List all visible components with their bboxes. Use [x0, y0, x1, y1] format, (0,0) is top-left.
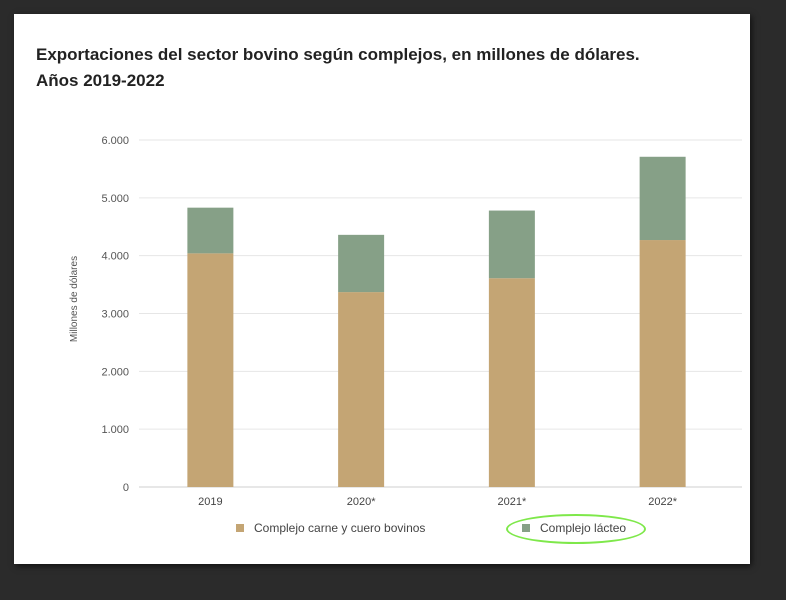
y-tick-label: 4.000 [101, 251, 129, 263]
chart-title-line2: Años 2019-2022 [36, 71, 165, 90]
bar-lacteo-2 [488, 210, 535, 279]
y-tick-label: 6.000 [101, 135, 129, 147]
chart-title-line1: Exportaciones del sector bovino según co… [36, 45, 640, 64]
y-tick-labels: 0 1.000 2.000 3.000 4.000 5.000 6.000 [101, 135, 129, 494]
bar-lacteo-0 [187, 207, 234, 254]
bars [187, 156, 686, 487]
bar-carne-3 [639, 240, 686, 487]
legend-label-carne: Complejo carne y cuero bovinos [254, 521, 426, 535]
legend-highlight-circle [506, 514, 646, 544]
y-tick-label: 0 [123, 482, 129, 494]
chart-title: Exportaciones del sector bovino según co… [36, 42, 716, 94]
stacked-bar-chart: 0 1.000 2.000 3.000 4.000 5.000 6.000 2019 2020… [69, 135, 742, 508]
legend-swatch-carne [236, 524, 244, 532]
y-axis-label: Millones de dólares [69, 256, 80, 342]
y-tick-label: 1.000 [101, 424, 129, 436]
x-tick-label: 2020* [347, 496, 376, 508]
bar-lacteo-1 [338, 234, 385, 293]
y-tick-label: 5.000 [101, 193, 129, 205]
x-tick-label: 2019 [198, 496, 222, 508]
x-tick-label: 2022* [648, 496, 677, 508]
legend-item-carne: Complejo carne y cuero bovinos [236, 518, 425, 538]
x-tick-label: 2021* [497, 496, 526, 508]
chart-card: Exportaciones del sector bovino según co… [14, 14, 750, 564]
x-tick-labels: 2019 2020* 2021* 2022* [198, 496, 678, 508]
bar-carne-1 [338, 292, 385, 487]
bar-carne-0 [187, 253, 234, 487]
bar-carne-2 [488, 278, 535, 487]
y-tick-label: 3.000 [101, 309, 129, 321]
y-tick-label: 2.000 [101, 366, 129, 378]
bar-lacteo-3 [639, 156, 686, 241]
